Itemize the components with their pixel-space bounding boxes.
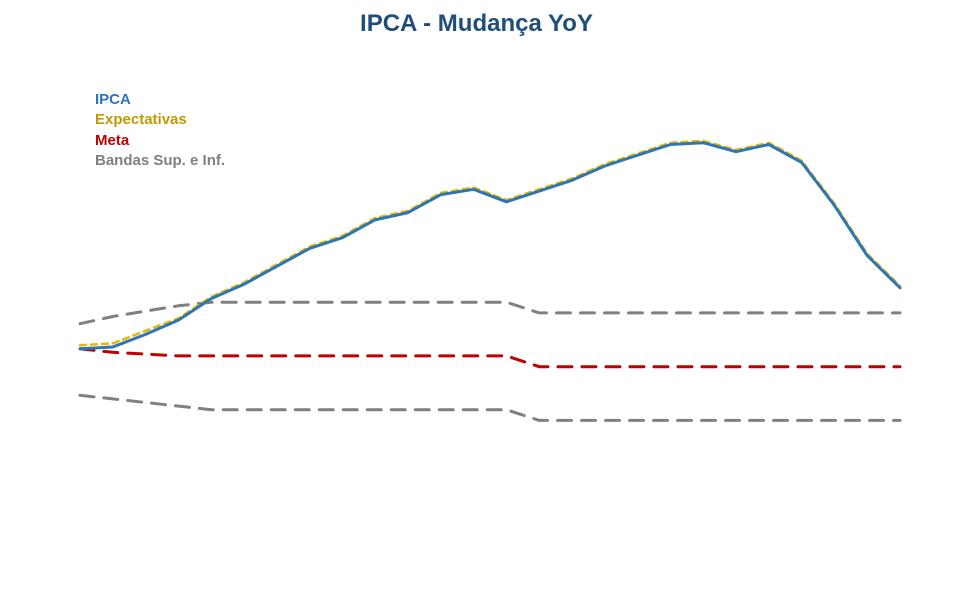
series-meta — [80, 349, 900, 367]
chart-container: IPCA - Mudança YoY IPCA Expectativas Met… — [0, 0, 953, 592]
series-ipca — [80, 143, 900, 349]
series-expectativas — [80, 141, 900, 345]
series-band-lower — [80, 395, 900, 420]
chart-plot — [0, 0, 953, 592]
